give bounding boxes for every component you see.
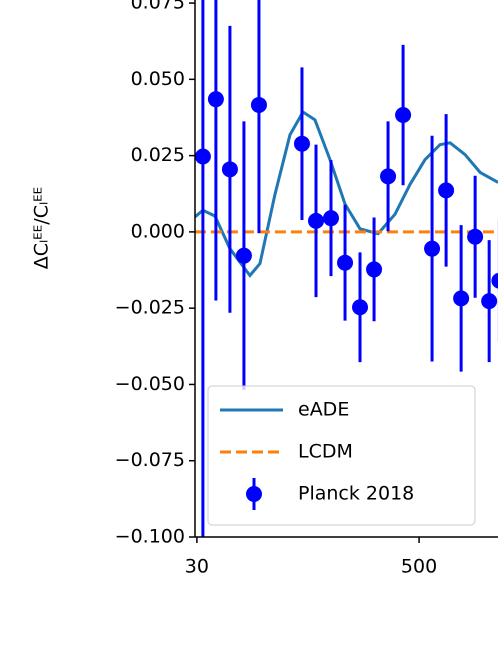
data-point <box>481 293 498 310</box>
data-point <box>366 261 383 278</box>
data-point <box>453 290 470 307</box>
data-point <box>424 240 441 257</box>
y-tick-label: −0.025 <box>115 297 185 319</box>
y-tick-label: −0.075 <box>115 449 185 471</box>
x-tick-label: 30 <box>185 556 209 578</box>
data-point <box>250 96 267 113</box>
data-point <box>395 107 412 124</box>
y-tick-label: 0.075 <box>131 0 185 14</box>
data-point <box>195 148 211 165</box>
data-point <box>491 272 498 289</box>
y-tick-label: 0.000 <box>131 220 185 242</box>
legend-label: LCDM <box>298 441 353 463</box>
data-point <box>337 254 354 271</box>
data-point <box>467 228 484 245</box>
data-point <box>322 210 339 227</box>
data-point <box>235 247 252 264</box>
legend: eADE LCDM Planck 2018 <box>207 385 476 526</box>
legend-label: eADE <box>298 399 349 421</box>
data-point <box>221 161 238 178</box>
y-axis-label: ΔCₗᴱᴱ/Cₗᴱᴱ <box>31 187 53 270</box>
data-point <box>438 182 455 199</box>
legend-swatch <box>246 486 262 502</box>
legend-box <box>207 385 476 526</box>
y-tick-label: 0.050 <box>131 68 185 90</box>
data-point <box>308 212 325 229</box>
plot-area <box>195 0 498 537</box>
legend-label: Planck 2018 <box>298 483 414 505</box>
y-tick-label: 0.025 <box>131 144 185 166</box>
y-tick-label: −0.050 <box>115 373 185 395</box>
data-point <box>352 299 369 316</box>
data-point <box>293 135 310 152</box>
data-point <box>207 91 224 108</box>
data-point <box>380 168 397 185</box>
x-tick-label: 500 <box>401 556 437 578</box>
y-tick-label: −0.100 <box>115 526 185 548</box>
